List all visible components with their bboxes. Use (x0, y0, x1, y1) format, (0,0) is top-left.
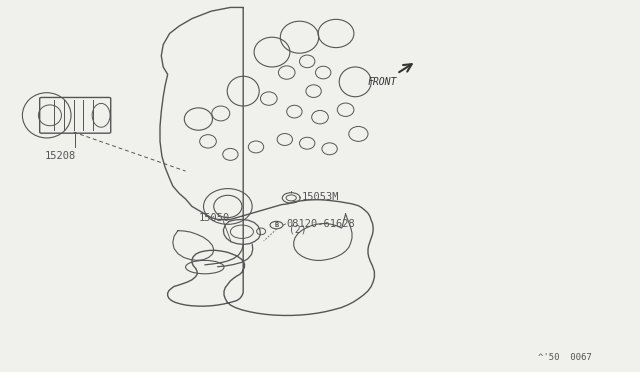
Text: 15053M: 15053M (302, 192, 340, 202)
Text: B: B (275, 222, 278, 228)
Text: 08120-61628: 08120-61628 (287, 219, 355, 229)
Text: 15050: 15050 (198, 213, 230, 222)
Text: (2): (2) (289, 225, 307, 235)
Text: ^'50  0067: ^'50 0067 (538, 353, 591, 362)
Text: FRONT: FRONT (368, 77, 397, 87)
Text: 15208: 15208 (45, 151, 76, 161)
